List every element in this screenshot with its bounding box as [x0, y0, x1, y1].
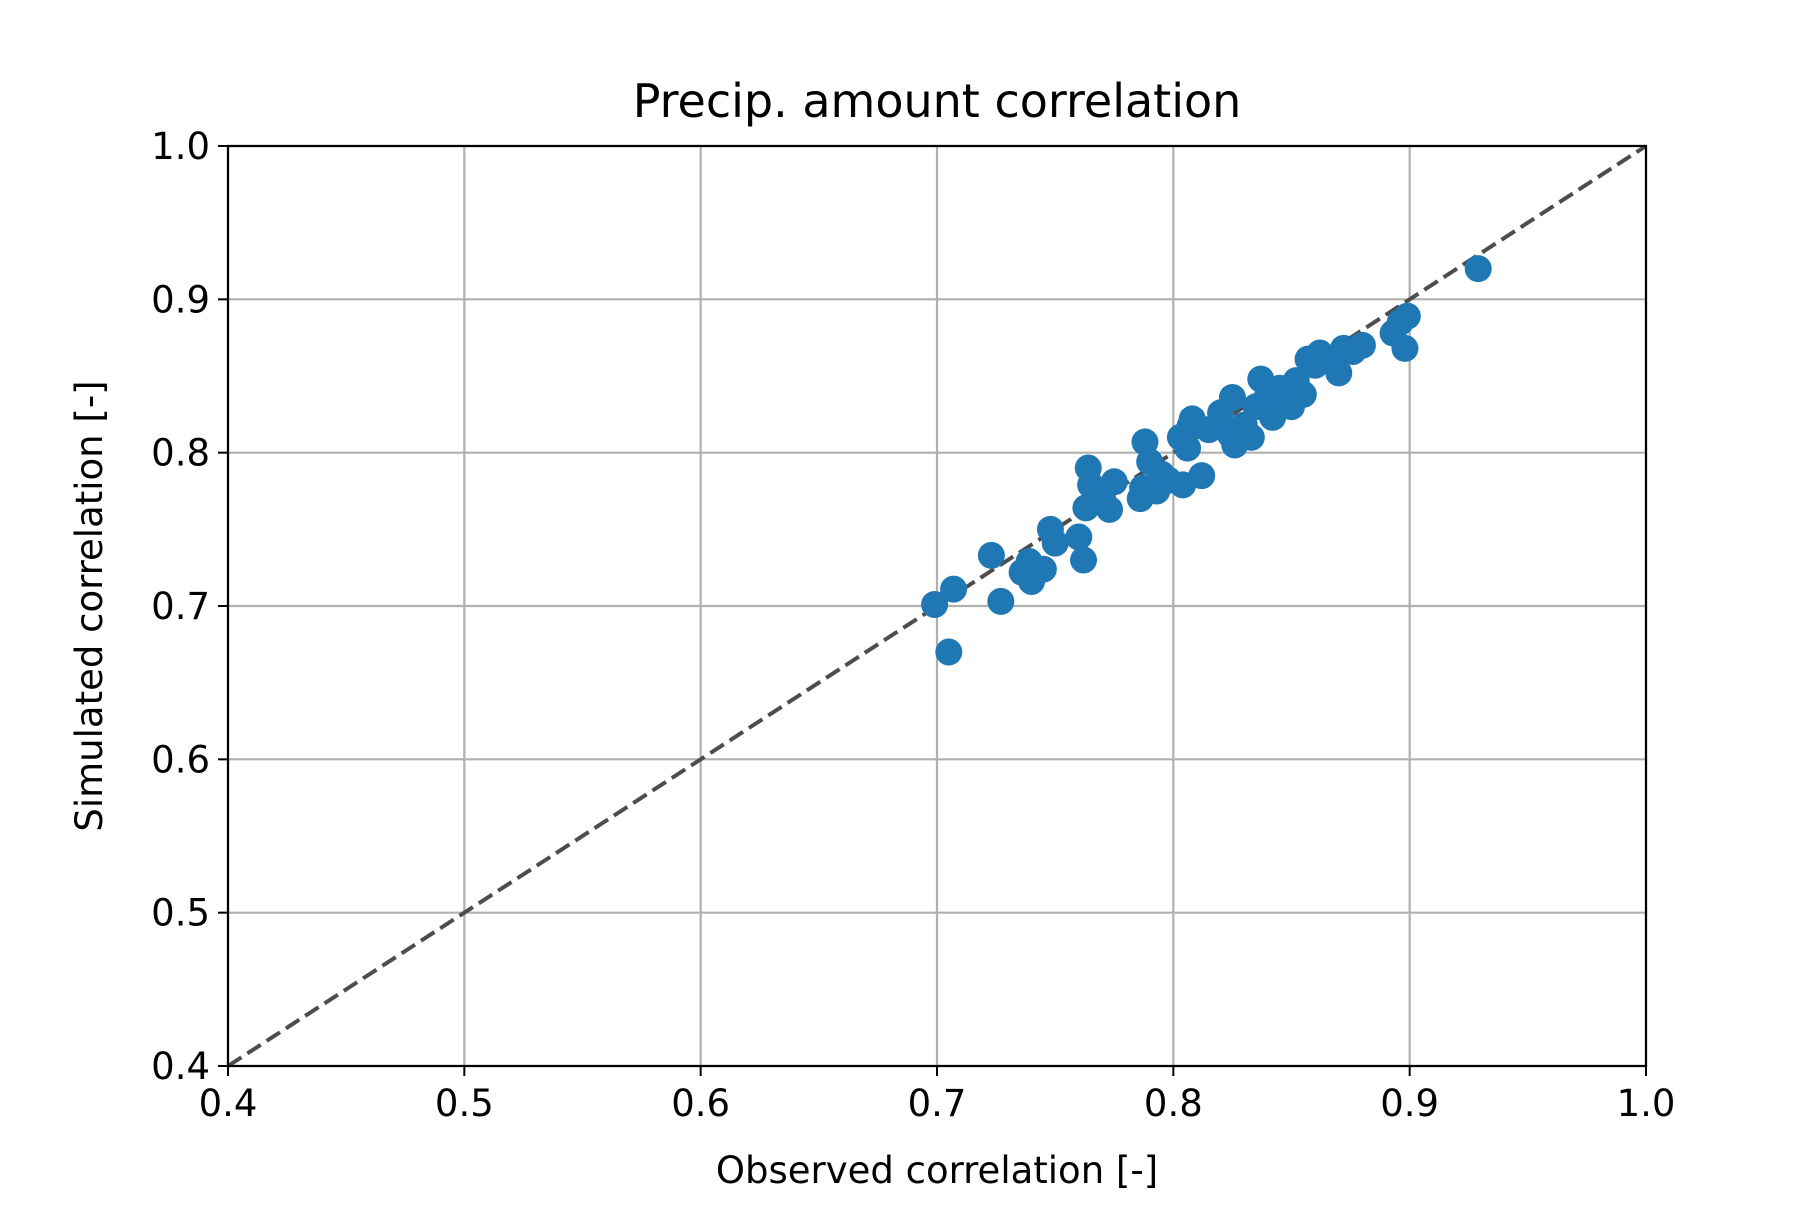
- data-point: [977, 541, 1005, 569]
- data-point: [1218, 383, 1246, 411]
- data-point: [1070, 546, 1098, 574]
- data-point: [1188, 462, 1216, 490]
- y-axis-ticks: 0.4 0.5 0.6 0.7 0.8 0.9 1.0: [151, 125, 228, 1088]
- data-points: [921, 255, 1492, 666]
- data-point: [1464, 255, 1492, 283]
- y-axis-label: Simulated correlation [-]: [68, 380, 111, 831]
- data-point: [1237, 423, 1265, 451]
- data-point: [1391, 334, 1419, 362]
- data-point: [921, 590, 949, 618]
- x-tick-label: 0.7: [908, 1082, 967, 1125]
- data-point: [935, 638, 963, 666]
- data-point: [1393, 302, 1421, 330]
- y-tick-label: 0.8: [151, 432, 210, 475]
- y-tick-label: 1.0: [151, 125, 210, 168]
- x-axis-ticks: 0.4 0.5 0.6 0.7 0.8 0.9 1.0: [199, 1066, 1676, 1125]
- data-point: [1289, 380, 1317, 408]
- data-point: [987, 587, 1015, 615]
- data-point: [1325, 359, 1353, 387]
- y-tick-label: 0.5: [151, 892, 210, 935]
- data-point: [1065, 523, 1093, 551]
- data-point: [1041, 529, 1069, 557]
- y-tick-label: 0.7: [151, 585, 210, 628]
- reference-line-layer: [226, 144, 1648, 1068]
- chart-title: Precip. amount correlation: [633, 74, 1242, 128]
- y-tick-label: 0.9: [151, 278, 210, 321]
- data-point: [1348, 331, 1376, 359]
- x-tick-label: 0.9: [1380, 1082, 1439, 1125]
- x-tick-label: 0.4: [199, 1082, 258, 1125]
- x-tick-label: 0.6: [671, 1082, 730, 1125]
- data-point: [940, 575, 968, 603]
- data-point: [1029, 555, 1057, 583]
- data-point: [1174, 434, 1202, 462]
- y-tick-label: 0.6: [151, 738, 210, 781]
- x-tick-label: 1.0: [1617, 1082, 1676, 1125]
- y-tick-label: 0.4: [151, 1045, 210, 1088]
- reference-line-1-to-1: [226, 144, 1648, 1068]
- x-tick-label: 0.5: [435, 1082, 494, 1125]
- x-tick-label: 0.8: [1144, 1082, 1203, 1125]
- x-axis-label: Observed correlation [-]: [716, 1149, 1158, 1192]
- data-point: [1096, 495, 1124, 523]
- data-point: [1100, 468, 1128, 496]
